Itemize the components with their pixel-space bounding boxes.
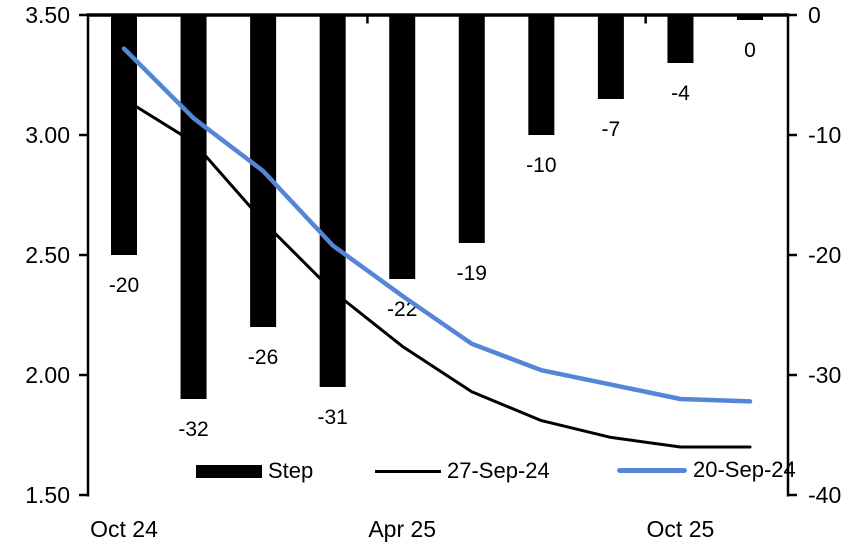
step-bar: [597, 15, 624, 99]
line-20sep-swatch: [617, 467, 687, 473]
left-axis-tick-label: 2.50: [25, 242, 70, 268]
step-bar: [737, 15, 763, 20]
right-axis-tick-label: -40: [808, 482, 841, 508]
bar-value-label: -32: [178, 418, 208, 441]
bar-value-label: -20: [109, 274, 139, 297]
series-line-27-Sep-24: [122, 97, 752, 449]
right-axis-tick-label: -20: [808, 242, 841, 268]
right-axis-tick-label: 0: [808, 2, 821, 28]
left-axis-tick-label: 3.50: [25, 2, 70, 28]
bar-value-label: -31: [317, 406, 347, 429]
x-axis-tick-label: Oct 25: [647, 516, 715, 542]
right-axis-tick-label: -10: [808, 122, 841, 148]
step-bar-swatch: [196, 464, 262, 478]
line-27sep-swatch: [375, 469, 441, 473]
step-bar: [667, 15, 694, 63]
bar-value-label: -10: [526, 154, 556, 177]
bar-value-label: 0: [744, 39, 756, 62]
legend-label-step: Step: [268, 458, 314, 483]
legend-item-27-sep-24: 27-Sep-24: [375, 458, 550, 483]
right-axis-tick-label: -30: [808, 362, 841, 388]
left-axis-tick-label: 3.00: [25, 122, 70, 148]
x-axis-tick-label: Apr 25: [368, 516, 436, 542]
bar-value-label: -4: [671, 82, 690, 105]
left-axis-tick-label: 2.00: [25, 362, 70, 388]
legend-item-20-sep-24: 20-Sep-24: [617, 457, 796, 482]
series-line-20-Sep-24: [121, 46, 753, 404]
legend-label-20-sep-24: 20-Sep-24: [693, 457, 796, 482]
legend-label-27-sep-24: 27-Sep-24: [447, 458, 550, 483]
left-axis-tick-label: 1.50: [25, 482, 70, 508]
bar-value-label: -19: [457, 262, 487, 285]
step-bar: [389, 15, 416, 279]
step-bar: [319, 15, 346, 387]
step-bar: [458, 15, 485, 243]
legend-item-step: Step: [196, 458, 314, 483]
bar-value-label: -26: [248, 346, 278, 369]
bar-value-label: -7: [602, 118, 621, 141]
step-bar: [528, 15, 555, 135]
step-bar: [180, 15, 207, 399]
x-axis-tick-label: Oct 24: [90, 516, 158, 542]
